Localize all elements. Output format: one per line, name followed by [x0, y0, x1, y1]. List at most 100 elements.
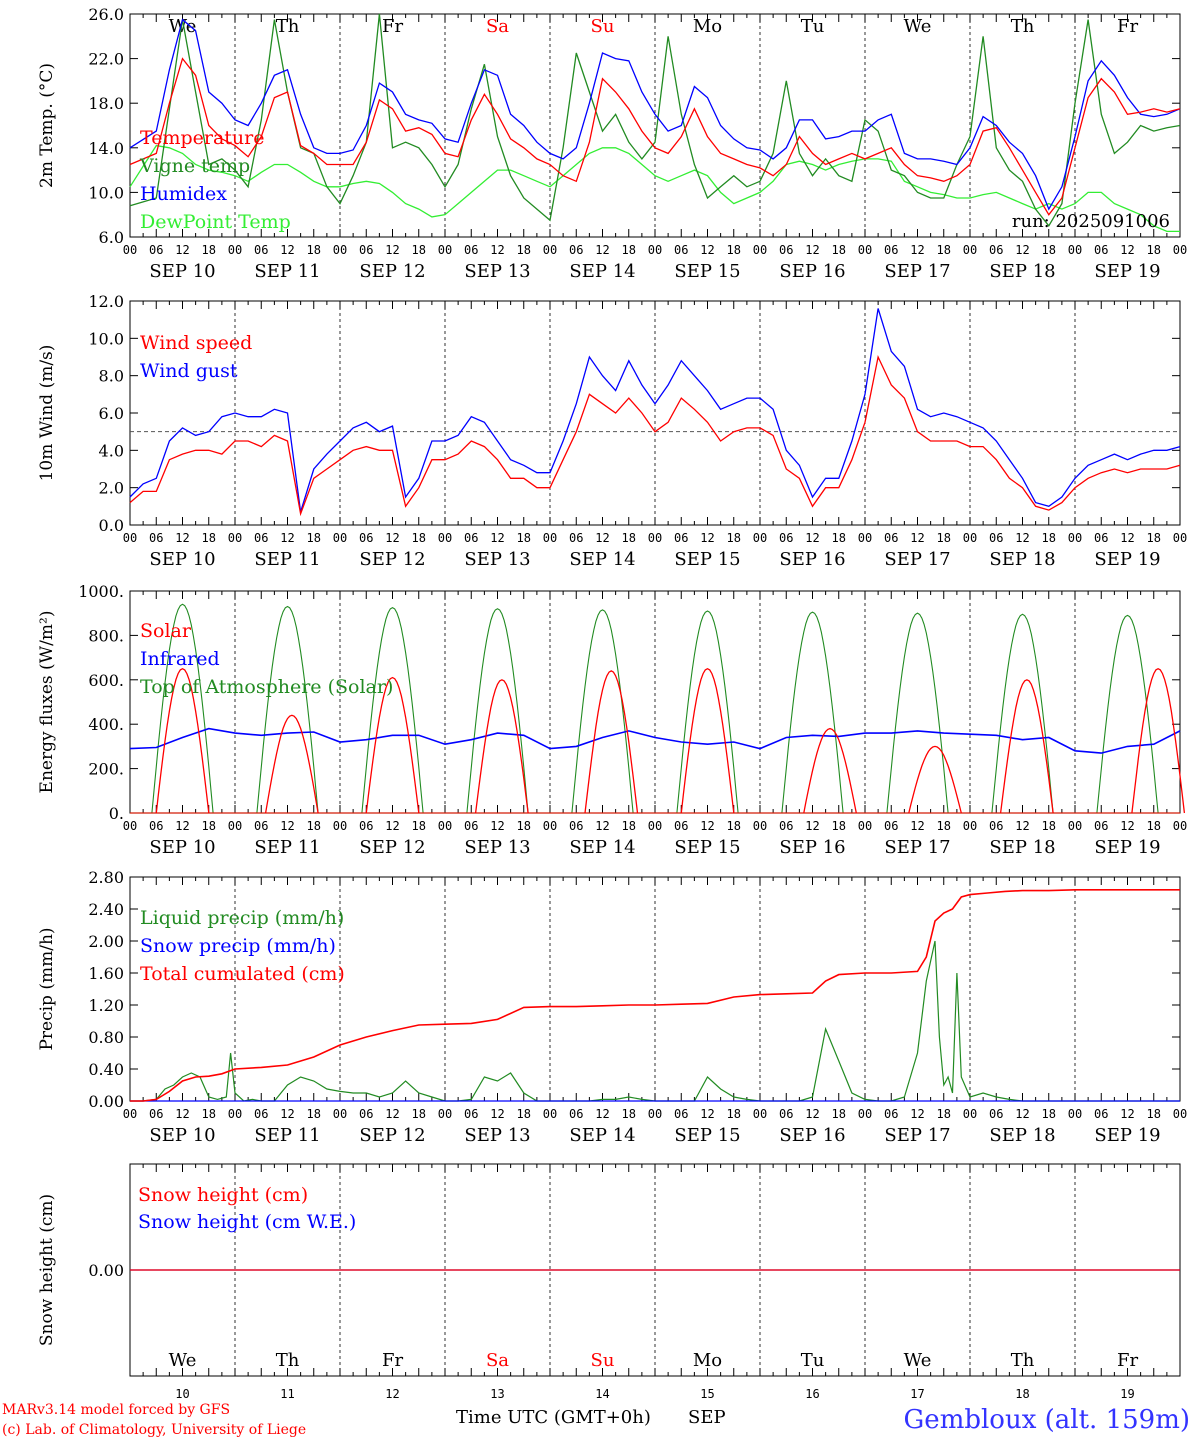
hour-label: 06	[359, 1107, 373, 1121]
panel-3: 0. 200. 400. 600. 800. 1000. Energy fluxes (W/…	[37, 582, 1187, 858]
y-tick-label: 18.0	[88, 94, 124, 113]
date-label: SEP 12	[359, 1125, 425, 1146]
hour-label: 00	[858, 1107, 872, 1121]
hour-label: 06	[1094, 1107, 1108, 1121]
y-tick-label: 2.40	[88, 900, 124, 919]
series-line	[129, 57, 1181, 216]
day-abbr: Mo	[693, 1350, 722, 1371]
footer: MARv3.14 model forced by GFS (c) Lab. of …	[2, 1402, 1190, 1438]
date-label: SEP 11	[254, 549, 320, 570]
x-axis-month: SEP	[688, 1407, 726, 1428]
day-abbr: Tu	[801, 16, 825, 37]
y-tick-label: 0.00	[88, 1092, 124, 1111]
date-label: SEP 19	[1094, 549, 1160, 570]
date-label: SEP 14	[569, 549, 635, 570]
total-cumulated-line	[130, 888, 1180, 1102]
y-tick-label: 22.0	[88, 50, 124, 69]
date-label: SEP 13	[464, 261, 530, 282]
hour-label: 12	[805, 819, 819, 833]
toa-solar-day	[256, 605, 319, 814]
hour-label: 18	[307, 1107, 321, 1121]
hour-label: 06	[1094, 819, 1108, 833]
hour-label: 18	[307, 819, 321, 833]
hour-label: 00	[123, 531, 137, 545]
day-number: 14	[595, 1387, 609, 1401]
y-tick-label: 6.0	[99, 228, 124, 247]
day-number: 19	[1120, 1387, 1134, 1401]
hour-label: 12	[385, 819, 399, 833]
infrared-line	[129, 727, 1181, 754]
hour-label: 12	[805, 243, 819, 257]
date-label: SEP 19	[1094, 837, 1160, 858]
date-label: SEP 16	[779, 1125, 845, 1146]
hour-label: 12	[280, 243, 294, 257]
hour-label: 18	[1147, 819, 1161, 833]
date-label: SEP 15	[674, 837, 740, 858]
day-number: 11	[280, 1387, 294, 1401]
date-label: SEP 11	[254, 837, 320, 858]
hour-label: 06	[359, 819, 373, 833]
day-number: 17	[910, 1387, 924, 1401]
hour-label: 18	[622, 819, 636, 833]
hour-label: 00	[1173, 243, 1187, 257]
hour-label: 12	[175, 531, 189, 545]
hour-label: 12	[490, 819, 504, 833]
hour-label: 18	[727, 243, 741, 257]
hour-label: 18	[832, 1107, 846, 1121]
day-abbr: Fr	[1117, 16, 1138, 37]
date-label: SEP 10	[149, 261, 215, 282]
y-tick-label: 600.	[88, 671, 124, 690]
hour-label: 12	[385, 531, 399, 545]
date-label: SEP 18	[989, 837, 1055, 858]
legend-entry: Snow precip (mm/h)	[140, 935, 336, 957]
date-label: SEP 15	[674, 1125, 740, 1146]
hour-label: 06	[779, 243, 793, 257]
day-number: 16	[805, 1387, 819, 1401]
toa-solar-day	[1096, 614, 1159, 814]
y-tick-label: 10.0	[88, 329, 124, 348]
hour-label: 12	[700, 531, 714, 545]
day-abbr: Th	[1011, 16, 1035, 37]
hour-label: 18	[202, 531, 216, 545]
y-tick-label: 0.0	[99, 516, 124, 535]
hour-label: 00	[753, 531, 767, 545]
toa-solar-day	[991, 613, 1054, 814]
panel-4: 0.00 0.40 0.80 1.20 1.60 2.00 2.40 2.80 Precip (…	[37, 868, 1187, 1146]
series-line	[129, 308, 1181, 513]
hour-label: 18	[1147, 1107, 1161, 1121]
hour-label: 12	[1015, 243, 1029, 257]
y-axis-label: Precip (mm/h)	[37, 927, 57, 1050]
solar-day	[365, 676, 420, 814]
toa-solar-day	[151, 603, 214, 814]
hour-label: 06	[569, 531, 583, 545]
y-tick-label: 2.0	[99, 479, 124, 498]
day-abbr: Mo	[693, 16, 722, 37]
hour-label: 12	[700, 243, 714, 257]
y-tick-label: 2.80	[88, 868, 124, 887]
hour-label: 06	[464, 531, 478, 545]
hour-label: 00	[963, 243, 977, 257]
hour-label: 12	[1120, 1107, 1134, 1121]
y-tick-label: 6.0	[99, 404, 124, 423]
hour-label: 00	[1068, 819, 1082, 833]
hour-label: 06	[359, 243, 373, 257]
legend-entry: Snow height (cm W.E.)	[138, 1211, 356, 1233]
hour-label: 00	[963, 531, 977, 545]
legend-entry: Vigne temp	[139, 155, 250, 177]
date-label: SEP 10	[149, 837, 215, 858]
solar-day	[680, 667, 735, 814]
legend-entry: Wind speed	[140, 332, 252, 354]
hour-label: 12	[490, 243, 504, 257]
hour-label: 06	[884, 531, 898, 545]
hour-label: 18	[832, 819, 846, 833]
y-tick-label: 0.	[109, 804, 124, 823]
date-label: SEP 14	[569, 1125, 635, 1146]
hour-label: 18	[727, 531, 741, 545]
hour-label: 06	[779, 1107, 793, 1121]
y-tick-label: 400.	[88, 715, 124, 734]
legend-entry: Temperature	[140, 127, 264, 149]
hour-label: 00	[438, 243, 452, 257]
date-label: SEP 17	[884, 549, 950, 570]
hour-label: 00	[753, 1107, 767, 1121]
